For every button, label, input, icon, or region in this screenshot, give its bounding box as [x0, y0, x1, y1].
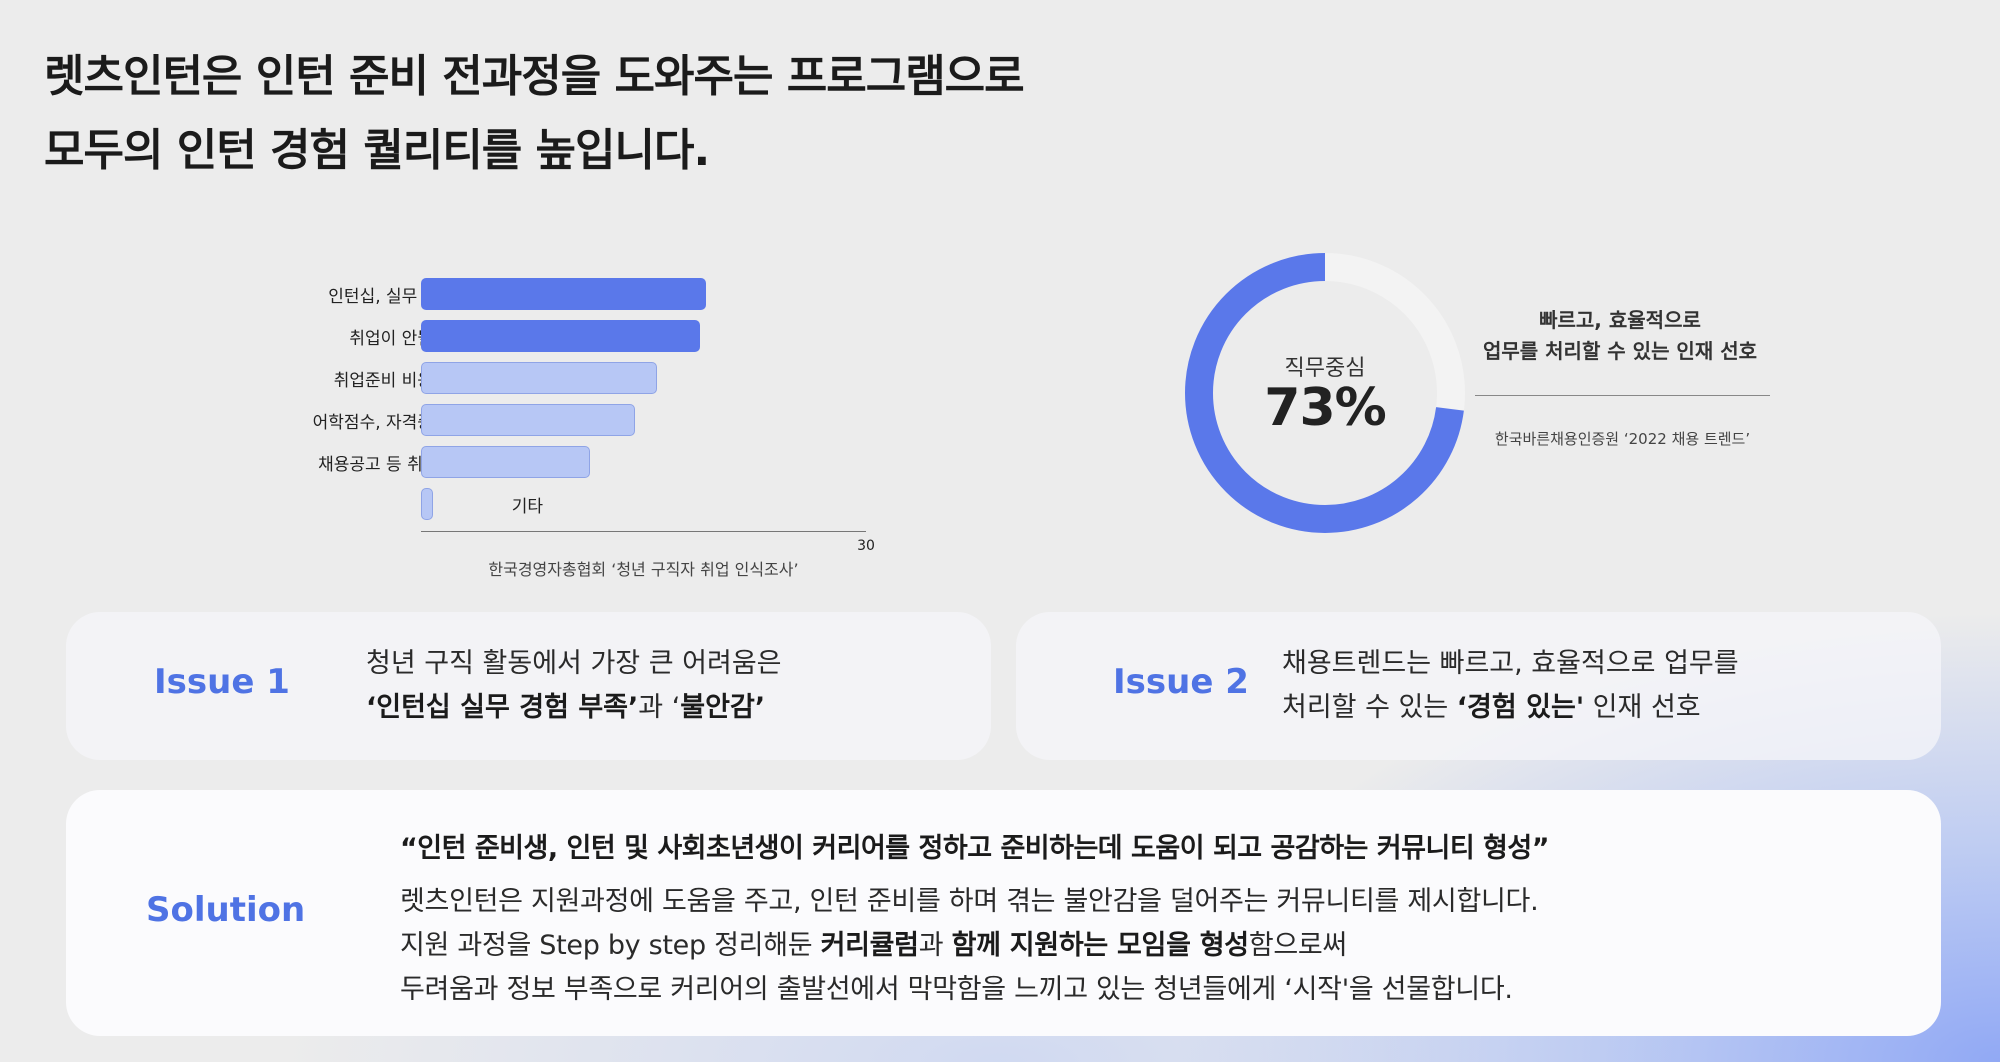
- bar: [421, 278, 706, 310]
- issue2-line2: 처리할 수 있는 ‘경험 있는' 인재 선호: [1282, 686, 1739, 730]
- donut-desc-line2: 업무를 처리할 수 있는 인재 선호: [1482, 339, 1757, 363]
- solution-line2-pre: 지원 과정을 Step by step 정리해둔: [400, 930, 821, 961]
- solution-line2-mid: 과: [918, 930, 952, 961]
- issue2-pre: 처리할 수 있는: [1282, 692, 1457, 723]
- headline-line1: 렛츠인턴은 인턴 준비 전과정을 도와주는 프로그램으로: [44, 51, 1025, 102]
- bar-chart: 인턴십, 실무 경험 등 기회부족취업이 안될 것 같은 불안감취업준비 비용 …: [140, 270, 900, 590]
- solution-body: 렛츠인턴은 지원과정에 도움을 주고, 인턴 준비를 하며 겪는 불안감을 덜어…: [400, 880, 1539, 1012]
- solution-title: Solution: [146, 890, 306, 930]
- bar: [421, 488, 433, 520]
- donut-source: 한국바른채용인증원 ‘2022 채용 트렌드’: [1494, 430, 1751, 448]
- donut-chart: [1185, 253, 1465, 533]
- donut-description: 빠르고, 효율적으로 업무를 처리할 수 있는 인재 선호: [1475, 305, 1765, 367]
- donut-desc-line1: 빠르고, 효율적으로: [1539, 308, 1701, 332]
- bar-row: 어학점수, 자격증 등 스펙 채우기: [140, 402, 900, 436]
- bar-row: 채용공고 등 취업관련 정보 획득: [140, 444, 900, 478]
- x-axis-tick-label: 30: [857, 538, 875, 554]
- issue2-card: Issue 2 채용트렌드는 빠르고, 효율적으로 업무를 처리할 수 있는 ‘…: [1016, 612, 1941, 760]
- solution-line3: 두려움과 정보 부족으로 커리어의 출발선에서 막막함을 느끼고 있는 청년들에…: [400, 974, 1513, 1005]
- solution-quote: “인턴 준비생, 인턴 및 사회초년생이 커리어를 정하고 준비하는데 도움이 …: [400, 833, 1549, 864]
- issue1-card: Issue 1 청년 구직 활동에서 가장 큰 어려움은 ‘인턴십 실무 경험 …: [66, 612, 991, 760]
- bar-label: 기타: [511, 497, 543, 517]
- solution-line2-bold2: 함께 지원하는 모임을 형성: [951, 930, 1250, 961]
- donut-center-value: 73%: [1264, 378, 1386, 438]
- issue1-text: 청년 구직 활동에서 가장 큰 어려움은 ‘인턴십 실무 경험 부족’과 ‘불안…: [366, 642, 782, 730]
- bar-row: 취업이 안될 것 같은 불안감: [140, 318, 900, 352]
- solution-line2-bold1: 커리큘럼: [820, 930, 919, 961]
- bar: [421, 446, 591, 478]
- bar: [421, 404, 635, 436]
- issue2-bold: ‘경험 있는': [1456, 692, 1585, 723]
- issue1-title: Issue 1: [154, 662, 290, 702]
- solution-line2-post: 함으로써: [1248, 930, 1347, 961]
- issue1-bold2: 불안감’: [680, 692, 766, 723]
- bar-row: 기타: [140, 486, 900, 520]
- donut-center-label: 직무중심: [1284, 356, 1366, 381]
- issue1-mid: 과 ‘: [638, 692, 681, 723]
- bar-row: 인턴십, 실무 경험 등 기회부족: [140, 276, 900, 310]
- bar: [421, 320, 700, 352]
- issue2-line1: 채용트렌드는 빠르고, 효율적으로 업무를: [1282, 648, 1739, 679]
- headline: 렛츠인턴은 인턴 준비 전과정을 도와주는 프로그램으로 모두의 인턴 경험 퀄…: [44, 40, 1025, 188]
- issue1-line1: 청년 구직 활동에서 가장 큰 어려움은: [366, 648, 782, 679]
- headline-line2: 모두의 인턴 경험 퀄리티를 높입니다.: [44, 125, 710, 176]
- bar-row: 취업준비 비용 등 경제적 부담: [140, 360, 900, 394]
- x-axis-line: [421, 531, 866, 532]
- bar-chart-source: 한국경영자총협회 ‘청년 구직자 취업 인식조사’: [488, 560, 799, 579]
- issue1-bold1: ‘인턴십 실무 경험 부족’: [366, 692, 639, 723]
- issue2-post: 인재 선호: [1584, 692, 1701, 723]
- donut-value-segment: [1185, 253, 1465, 533]
- issue1-line2: ‘인턴십 실무 경험 부족’과 ‘불안감’: [366, 686, 782, 730]
- solution-card: Solution “인턴 준비생, 인턴 및 사회초년생이 커리어를 정하고 준…: [66, 790, 1941, 1036]
- issue2-title: Issue 2: [1113, 662, 1249, 702]
- solution-line2: 지원 과정을 Step by step 정리해둔 커리큘럼과 함께 지원하는 모…: [400, 924, 1538, 968]
- issue2-text: 채용트렌드는 빠르고, 효율적으로 업무를 처리할 수 있는 ‘경험 있는' 인…: [1282, 642, 1739, 730]
- donut-divider: [1475, 395, 1770, 396]
- solution-line1: 렛츠인턴은 지원과정에 도움을 주고, 인턴 준비를 하며 겪는 불안감을 덜어…: [400, 886, 1539, 917]
- bar: [421, 362, 657, 394]
